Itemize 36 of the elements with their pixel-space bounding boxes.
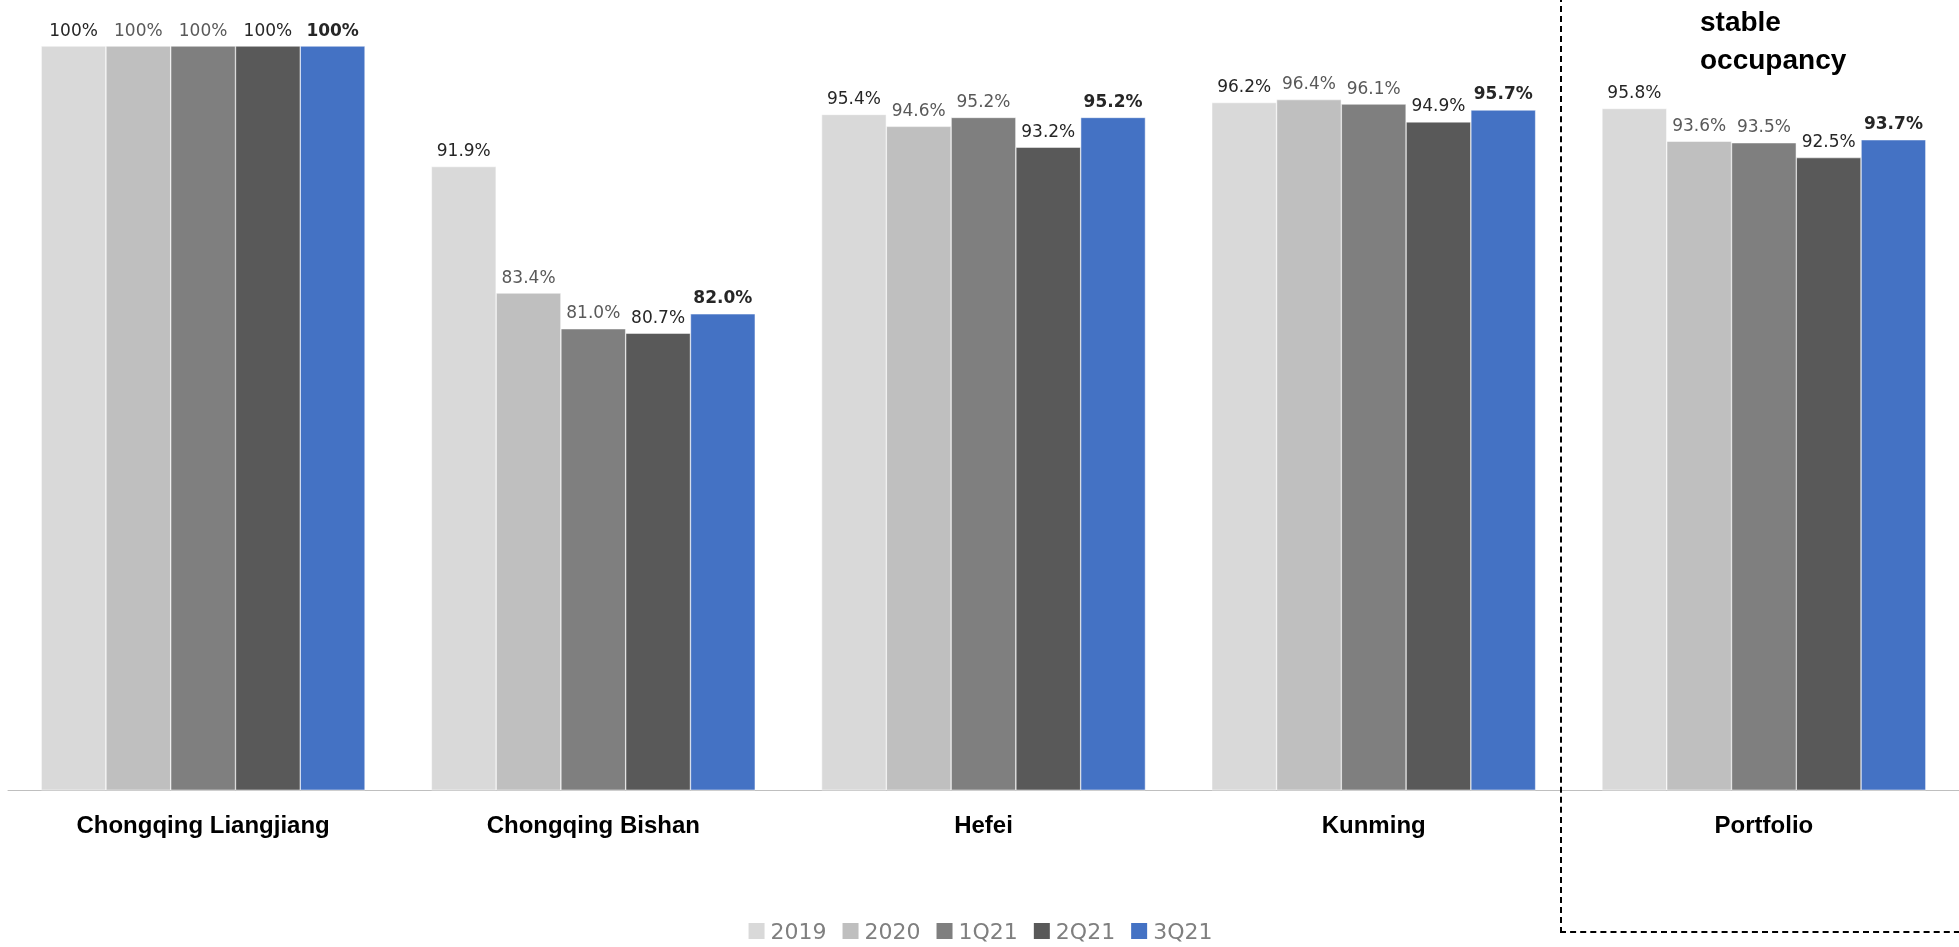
data-label: 100%: [243, 19, 293, 40]
data-label: 100%: [49, 19, 98, 40]
data-label: 93.6%: [1672, 114, 1727, 135]
x-tick-label: Chongqing Liangjiang: [76, 810, 330, 838]
data-label: 96.1%: [1346, 77, 1401, 98]
data-label: 95.2%: [956, 90, 1011, 111]
data-label: 82.0%: [693, 287, 753, 308]
x-tick-label: Chongqing Bishan: [486, 810, 700, 838]
annotation: stable occupancy: [1700, 5, 1847, 75]
legend-label: 2019: [770, 918, 827, 944]
legend-label: 2Q21: [1055, 918, 1116, 944]
data-label: 83.4%: [501, 266, 556, 287]
data-label: 100%: [114, 19, 163, 40]
data-label: 94.6%: [891, 99, 946, 120]
legend-label: 3Q21: [1153, 918, 1213, 944]
data-label: 92.5%: [1801, 131, 1856, 152]
data-label: 91.9%: [436, 140, 491, 161]
data-label: 100%: [178, 19, 228, 40]
x-tick-label: Portfolio: [1714, 810, 1814, 838]
data-label: 80.7%: [631, 306, 686, 327]
data-label: 95.2%: [1083, 90, 1143, 111]
data-label: 95.4%: [826, 87, 881, 108]
data-label: 93.7%: [1863, 113, 1923, 134]
data-label: 96.4%: [1281, 73, 1336, 94]
data-label: 100%: [306, 19, 359, 40]
data-label: 93.5%: [1736, 116, 1791, 137]
data-label: 96.2%: [1217, 76, 1272, 97]
data-label: 95.7%: [1473, 83, 1533, 104]
x-tick-label: Kunming: [1321, 810, 1426, 838]
data-label: 81.0%: [566, 302, 621, 323]
data-label: 95.8%: [1607, 82, 1662, 102]
data-label: 93.2%: [1021, 120, 1076, 141]
x-tick-label: Hefei: [954, 810, 1013, 838]
data-label: 94.9%: [1411, 95, 1466, 116]
legend-label: 1Q21: [958, 918, 1018, 944]
legend-label: 2020: [864, 918, 921, 944]
